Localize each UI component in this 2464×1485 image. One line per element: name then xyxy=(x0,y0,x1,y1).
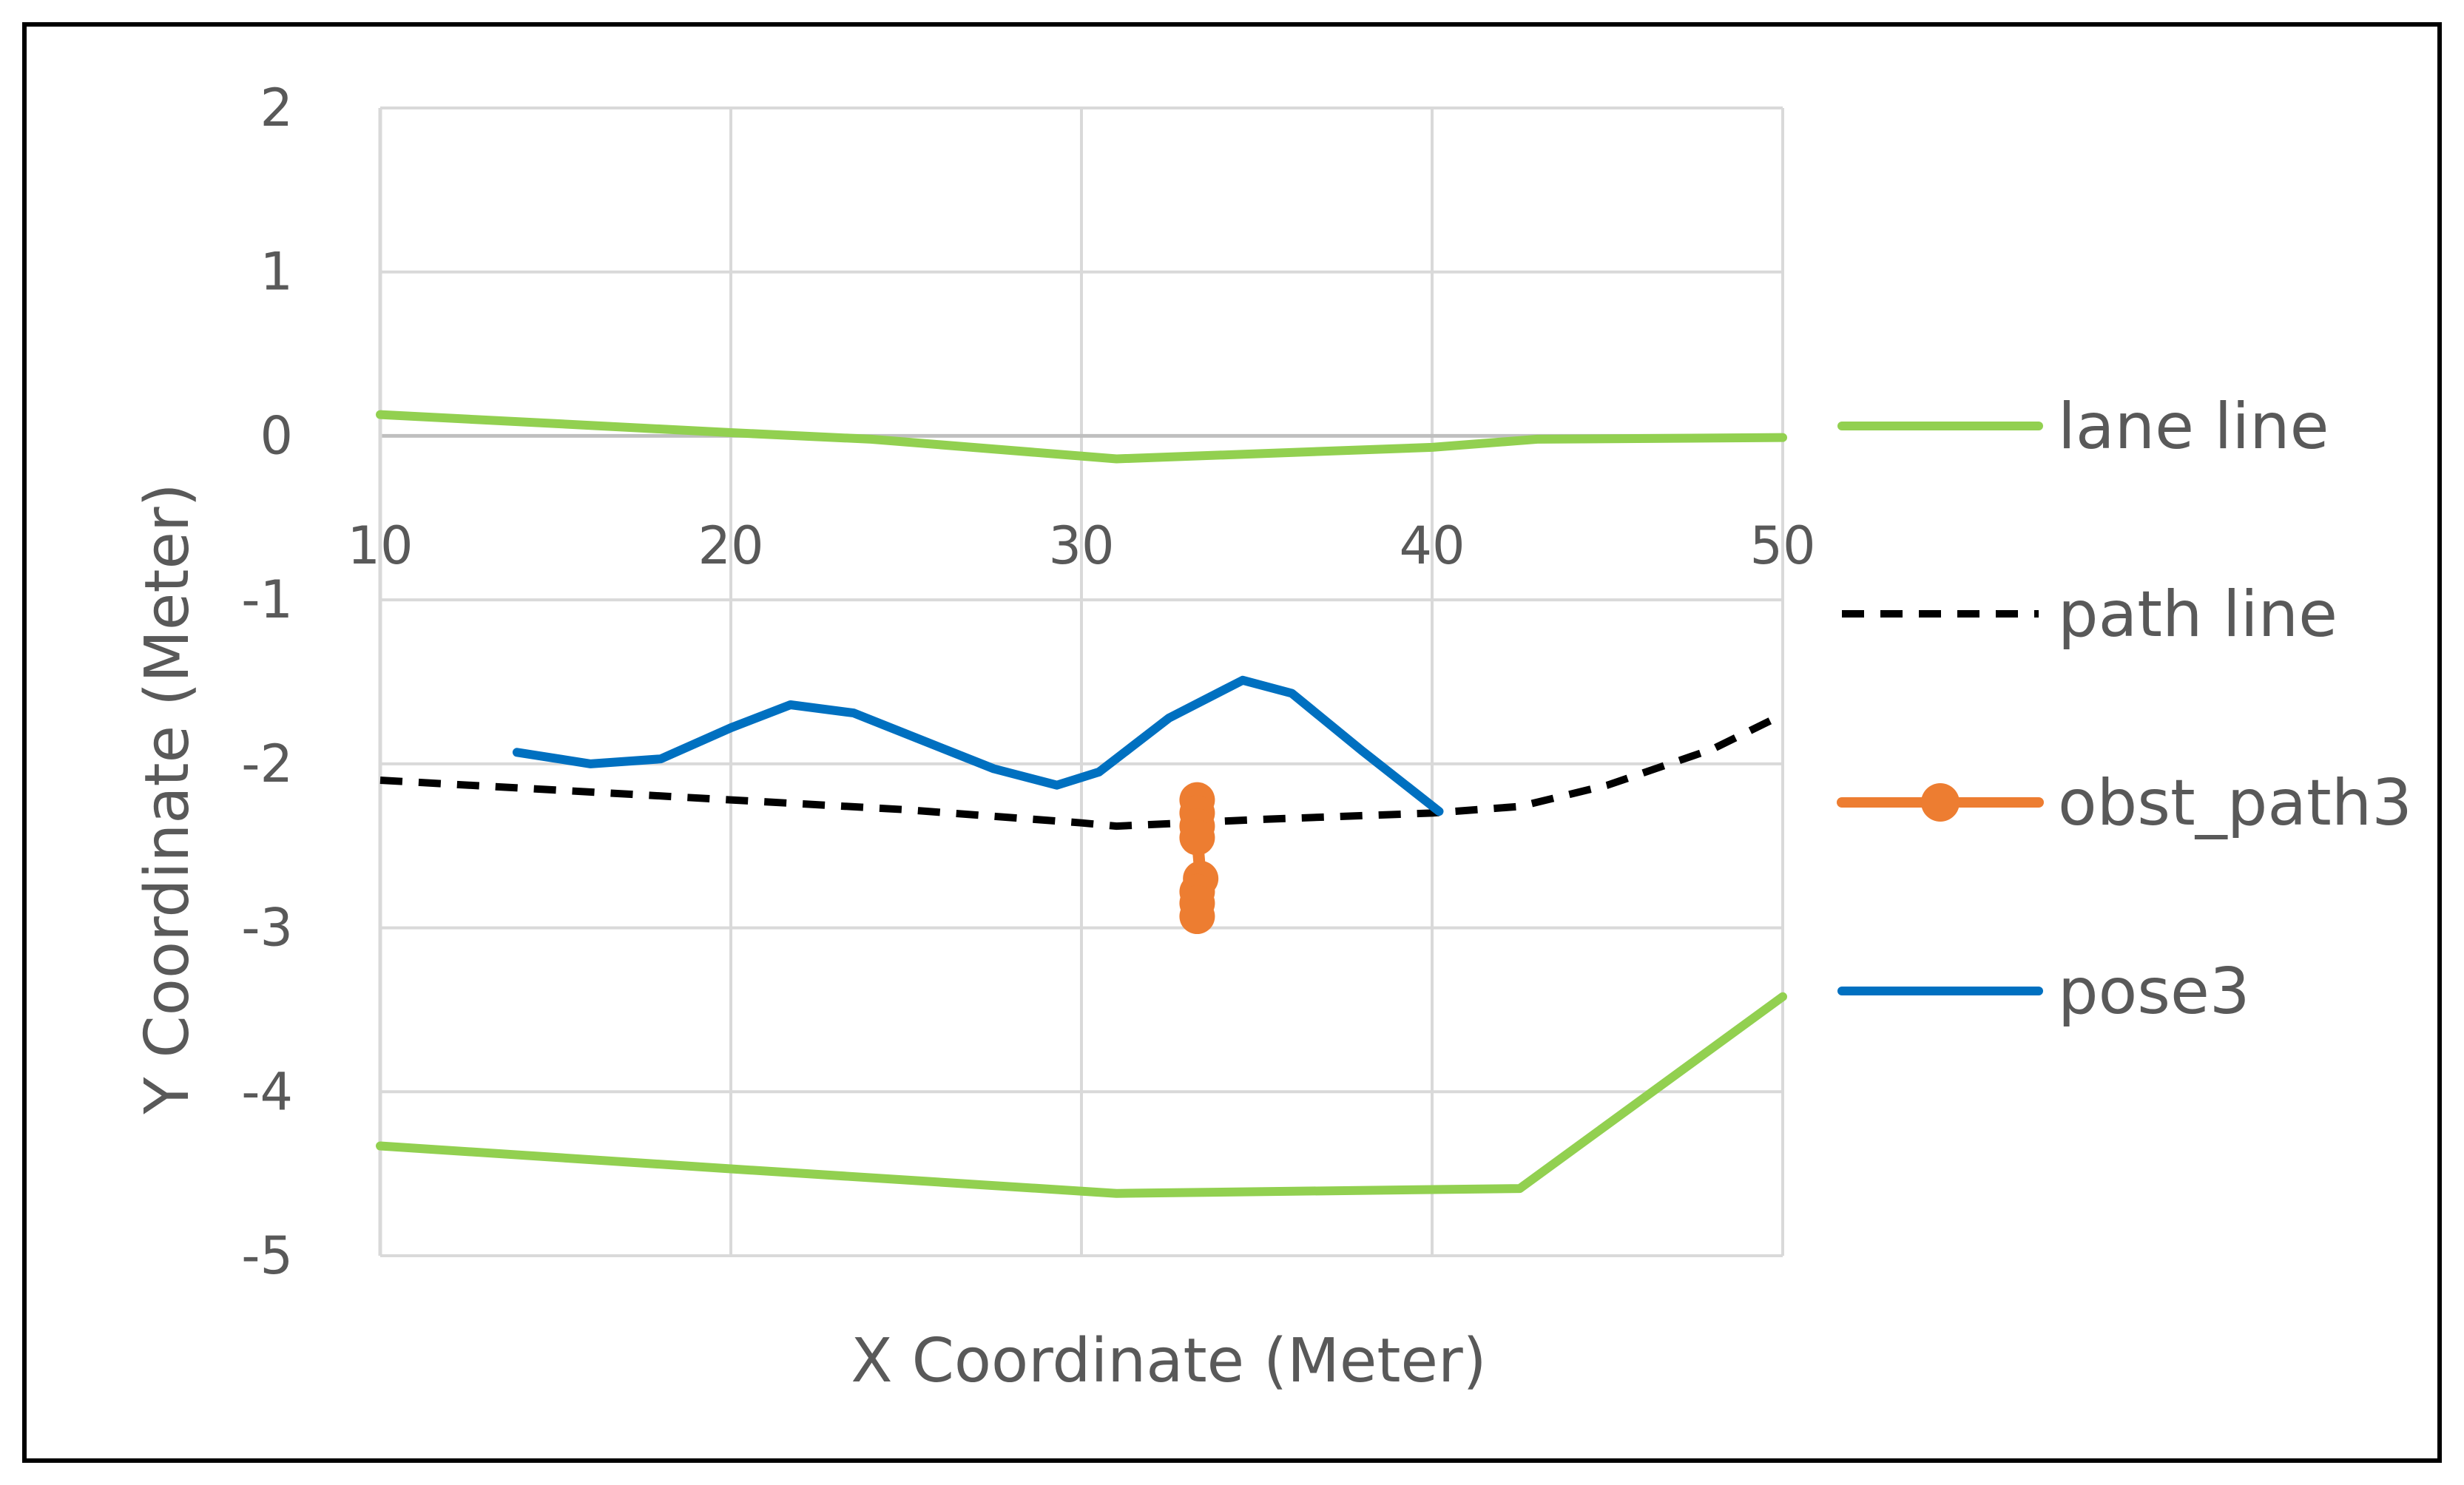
x-tick-label: 30 xyxy=(1048,515,1114,576)
legend-entry-lane-line: lane line xyxy=(1837,390,2329,464)
legend-entry-path-line: path line xyxy=(1842,578,2338,652)
data-point xyxy=(1179,899,1215,935)
x-axis-title: X Coordinate (Meter) xyxy=(851,1326,1486,1396)
y-tick-label: 0 xyxy=(260,405,293,466)
legend-entry-pose3: pose3 xyxy=(1837,955,2250,1029)
y-tick-label: -5 xyxy=(241,1225,293,1286)
tick-labels: 210-1-2-3-4-510 20 30 40 50 xyxy=(241,78,1815,1286)
series-obst-path3 xyxy=(1179,782,1219,935)
x-tick-label: 10 xyxy=(347,515,413,576)
legend-entry-obst-path3: obst_path3 xyxy=(1837,766,2412,840)
series-pose3 xyxy=(512,675,1444,816)
legend-label: pose3 xyxy=(2058,955,2250,1029)
y-tick-label: 1 xyxy=(260,242,293,302)
data-point xyxy=(1179,819,1215,856)
y-tick-label: -2 xyxy=(241,734,293,794)
series-line-lane-line xyxy=(376,410,1787,464)
y-tick-label: -1 xyxy=(241,569,293,630)
x-tick-label: 40 xyxy=(1399,515,1465,576)
series-line-lane-line xyxy=(376,992,1787,1198)
y-axis-title: Y Coordinate (Meter) xyxy=(132,483,203,1114)
y-tick-label: -4 xyxy=(241,1061,293,1122)
series-lane-line xyxy=(376,410,1787,1198)
legend-label: path line xyxy=(2058,578,2338,652)
chart-frame xyxy=(22,22,2442,1463)
x-tick-label: 50 xyxy=(1749,515,1815,576)
y-tick-label: -3 xyxy=(241,898,293,958)
legend-label: lane line xyxy=(2058,390,2329,464)
grid xyxy=(379,106,1784,1257)
series xyxy=(376,410,1787,1198)
series-line-pose3 xyxy=(512,675,1444,816)
y-tick-label: 2 xyxy=(260,78,293,138)
legend-marker xyxy=(1921,783,1960,822)
legend: lane line path line obst_path3 pose3 xyxy=(1837,390,2412,1029)
legend-label: obst_path3 xyxy=(2058,766,2412,840)
x-tick-label: 20 xyxy=(698,515,763,576)
